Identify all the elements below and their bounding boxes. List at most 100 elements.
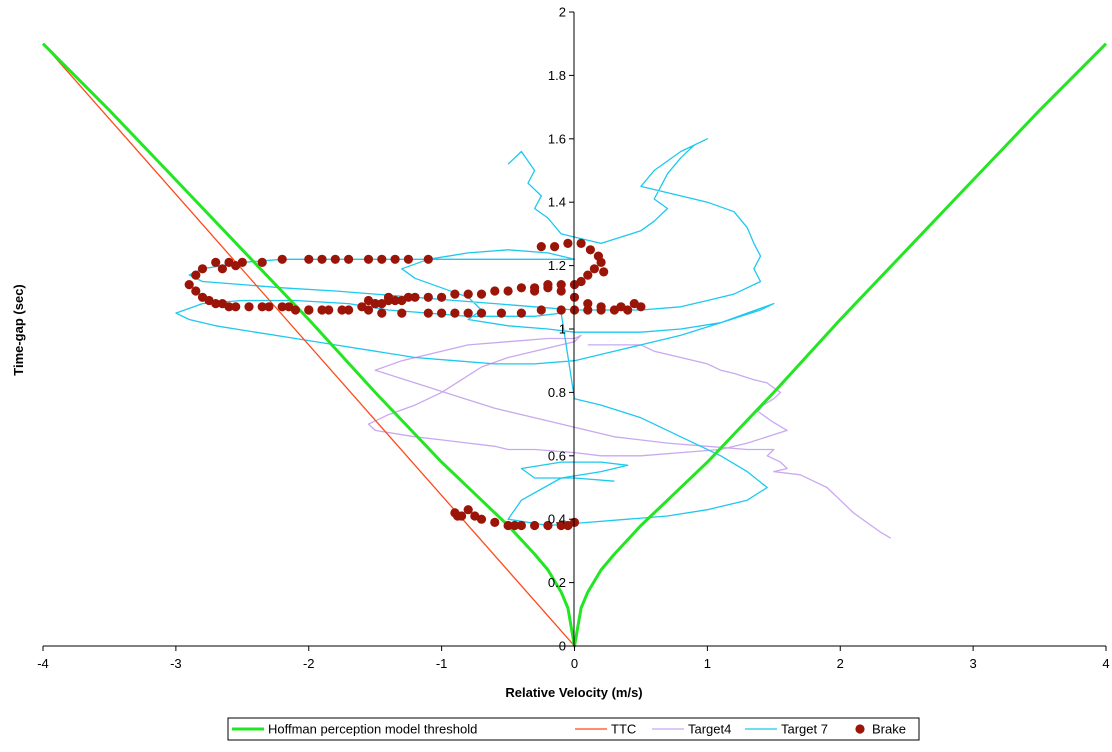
brake-point	[490, 286, 500, 296]
y-axis-title: Time-gap (sec)	[11, 284, 26, 376]
brake-point	[184, 280, 194, 290]
brake-point	[503, 286, 513, 296]
series-line-ttc	[42, 43, 575, 647]
x-tick-label: 1	[704, 656, 711, 671]
brake-point	[516, 283, 527, 293]
y-tick-label: 2	[559, 5, 566, 20]
brake-point	[264, 302, 274, 312]
plot-area	[41, 42, 1108, 648]
brake-point	[211, 257, 221, 267]
legend-label-hoffman-perception-model-threshold: Hoffman perception model threshold	[268, 722, 477, 737]
legend: Hoffman perception model threshold TTC Tar…	[227, 717, 920, 741]
brake-point	[277, 302, 287, 312]
axes: -4 -3 -2 -1 0 1 2 3 4 0 0.2 0.4 0.6 0.8 1 1.2 1.4 1.6 1.8 2	[37, 5, 1109, 672]
brake-point	[344, 305, 354, 315]
brake-point	[217, 264, 227, 274]
brake-point	[277, 254, 287, 264]
brake-point	[284, 302, 294, 312]
brake-point	[576, 238, 586, 248]
brake-point	[244, 302, 254, 312]
x-tick-label: -1	[436, 656, 448, 671]
series-line-target-7	[175, 138, 775, 527]
brake-point	[423, 308, 433, 318]
legend-box	[227, 717, 920, 741]
brake-point	[257, 302, 267, 312]
brake-point	[191, 270, 201, 280]
brake-point	[593, 251, 604, 261]
brake-point	[363, 305, 374, 315]
brake-point	[390, 254, 400, 264]
brake-point	[629, 299, 639, 309]
legend-label-target-7: Target 7	[781, 722, 828, 737]
brake-point	[589, 264, 600, 274]
brake-point	[536, 305, 546, 315]
brake-point	[556, 286, 566, 296]
brake-point	[476, 514, 487, 524]
brake-point	[397, 308, 407, 318]
brake-point	[383, 292, 394, 302]
brake-point	[363, 295, 374, 306]
y-tick-label: 0	[559, 639, 566, 654]
brake-point	[337, 305, 347, 315]
brake-point	[423, 254, 433, 264]
brake-point	[324, 305, 334, 315]
x-tick-label: -2	[303, 656, 315, 671]
x-tick-label: -4	[37, 656, 49, 671]
brake-point	[516, 308, 527, 318]
brake-point	[510, 520, 520, 531]
legend-swatch-brake	[855, 724, 865, 734]
brake-point	[423, 292, 433, 302]
brake-point	[530, 286, 540, 296]
brake-point	[450, 308, 460, 318]
brake-point	[543, 520, 553, 531]
brake-point	[304, 305, 314, 315]
brake-point	[231, 302, 241, 312]
brake-point	[599, 267, 609, 277]
x-tick-label: 2	[837, 656, 844, 671]
brake-point	[596, 305, 606, 315]
brake-point	[585, 245, 596, 255]
brake-point	[317, 254, 327, 264]
brake-point	[410, 292, 420, 302]
brake-point	[211, 299, 221, 309]
y-tick-label: 0.6	[548, 448, 566, 463]
brake-point	[437, 292, 447, 302]
brake-point	[457, 511, 467, 521]
y-tick-label: 0.4	[548, 512, 566, 527]
brake-point	[496, 308, 506, 318]
brake-point	[476, 289, 487, 299]
y-tick-label: 0.8	[548, 385, 566, 400]
brake-point	[490, 517, 500, 528]
brake-point	[503, 520, 513, 531]
brake-point	[450, 289, 460, 299]
brake-point	[463, 289, 473, 299]
brake-point	[363, 254, 374, 264]
brake-point	[530, 520, 540, 531]
brake-point	[197, 264, 208, 274]
y-tick-label: 1	[559, 322, 566, 337]
brake-point	[576, 276, 586, 287]
brake-point	[550, 242, 560, 252]
y-tick-label: 1.6	[548, 131, 566, 146]
brake-point	[616, 302, 626, 312]
brake-point	[317, 305, 327, 315]
brake-point	[377, 254, 387, 264]
brake-point	[304, 254, 314, 264]
brake-point	[437, 308, 447, 318]
y-tick-label: 1.8	[548, 68, 566, 83]
brake-point	[543, 280, 553, 290]
legend-label-target4: Target4	[688, 722, 731, 737]
brake-point	[463, 505, 473, 515]
y-tick-label: 1.4	[548, 195, 566, 210]
brake-point	[344, 254, 354, 264]
brake-point	[563, 238, 573, 248]
series-line-target4	[367, 334, 892, 539]
brake-point	[330, 254, 340, 264]
brake-point	[536, 242, 546, 252]
brake-point	[476, 308, 487, 318]
legend-label-brake: Brake	[872, 722, 906, 737]
legend-label-ttc: TTC	[611, 722, 636, 737]
brake-point	[403, 254, 413, 264]
brake-point	[463, 308, 473, 318]
